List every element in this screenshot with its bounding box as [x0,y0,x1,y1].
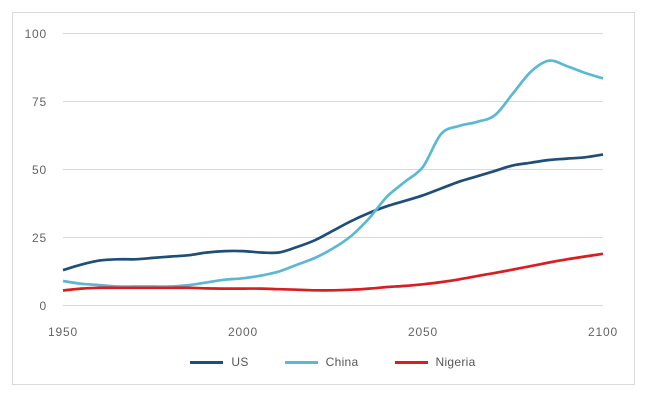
x-tick-label-1950: 1950 [48,325,78,339]
legend-label: Nigeria [435,355,476,369]
legend-line-swatch [190,360,224,364]
x-tick-label-2050: 2050 [408,325,438,339]
x-tick-label-2100: 2100 [588,325,618,339]
legend-item-us: US [190,355,248,369]
y-tick-label-50: 50 [32,162,47,177]
series-line-china [62,59,604,288]
x-tick-label-2000: 2000 [228,325,258,339]
series-line-nigeria [62,252,604,292]
legend-label: US [231,355,249,369]
legend-line-swatch [284,360,318,364]
chart-frame [12,12,635,385]
y-tick-label-100: 100 [24,26,47,41]
legend-line-swatch [394,360,428,364]
legend-item-china: China [284,355,359,369]
y-tick-label-0: 0 [39,298,47,313]
y-tick-label-25: 25 [32,230,47,245]
legend: US China Nigeria [63,354,603,370]
legend-item-nigeria: Nigeria [394,355,476,369]
legend-label: China [325,355,359,369]
y-tick-label-75: 75 [32,94,47,109]
series-line-us [62,153,604,272]
